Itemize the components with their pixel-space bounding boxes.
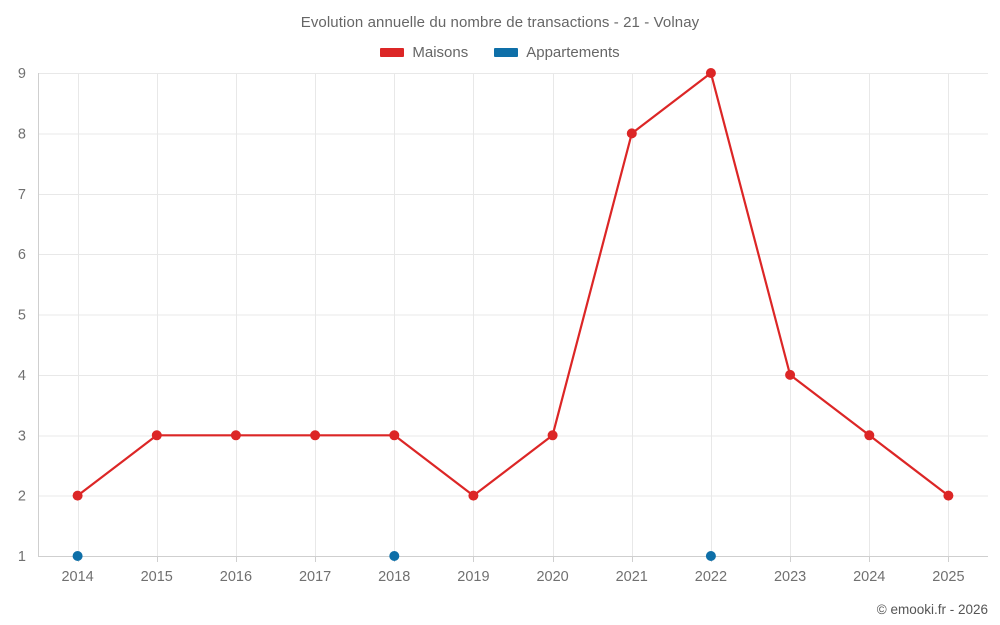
data-point-maisons[interactable] xyxy=(151,430,162,441)
copyright-credit: © emooki.fr - 2026 xyxy=(876,602,988,617)
x-axis-tick-label: 2025 xyxy=(932,569,964,585)
data-point-appartements[interactable] xyxy=(705,551,716,561)
legend-item-maisons[interactable]: Maisons xyxy=(380,44,468,61)
legend-swatch-appartements xyxy=(494,48,519,57)
x-axis-tick-label: 2015 xyxy=(141,569,173,585)
x-axis-tick-label: 2017 xyxy=(299,569,331,585)
y-axis-tick-label: 1 xyxy=(18,549,26,565)
data-point-maisons[interactable] xyxy=(230,430,241,441)
y-axis-tick-label: 8 xyxy=(18,126,26,142)
x-axis-tick-label: 2021 xyxy=(616,569,648,585)
chart-legend: Maisons Appartements xyxy=(0,44,1000,61)
y-axis-tick-label: 5 xyxy=(18,308,26,324)
legend-label-maisons: Maisons xyxy=(412,44,469,61)
data-point-maisons[interactable] xyxy=(547,430,558,441)
y-axis-tick-label: 7 xyxy=(18,187,26,203)
data-point-maisons[interactable] xyxy=(943,490,954,501)
chart-title: Evolution annuelle du nombre de transact… xyxy=(300,14,700,31)
y-axis-tick-label: 9 xyxy=(18,66,26,82)
data-point-maisons[interactable] xyxy=(389,430,400,441)
data-point-appartements[interactable] xyxy=(72,551,83,561)
data-point-appartements[interactable] xyxy=(389,551,400,561)
x-axis-tick-label: 2019 xyxy=(457,569,489,585)
data-point-maisons[interactable] xyxy=(72,490,83,501)
data-point-maisons[interactable] xyxy=(468,490,479,501)
data-point-maisons[interactable] xyxy=(864,430,875,441)
series-line-maisons xyxy=(76,71,950,497)
x-axis-tick-label: 2014 xyxy=(61,569,93,585)
y-axis-tick-label: 4 xyxy=(18,368,26,384)
y-axis-tick-label: 3 xyxy=(18,428,26,444)
data-point-maisons[interactable] xyxy=(705,68,716,78)
x-axis-tick-label: 2018 xyxy=(378,569,410,585)
data-point-maisons[interactable] xyxy=(626,128,637,139)
y-axis-tick-label: 6 xyxy=(18,247,26,263)
x-axis-tick-label: 2016 xyxy=(220,569,252,585)
x-axis-tick-label: 2020 xyxy=(536,569,568,585)
x-axis-tick-label: 2024 xyxy=(853,569,885,585)
x-axis-tick-label: 2023 xyxy=(774,569,806,585)
legend-label-appartements: Appartements xyxy=(526,44,620,61)
data-point-maisons[interactable] xyxy=(785,369,796,380)
legend-swatch-maisons xyxy=(380,48,405,57)
legend-item-appartements[interactable]: Appartements xyxy=(494,44,620,61)
y-axis-tick-label: 2 xyxy=(18,489,26,505)
data-point-maisons[interactable] xyxy=(310,430,321,441)
x-axis-tick-label: 2022 xyxy=(695,569,727,585)
